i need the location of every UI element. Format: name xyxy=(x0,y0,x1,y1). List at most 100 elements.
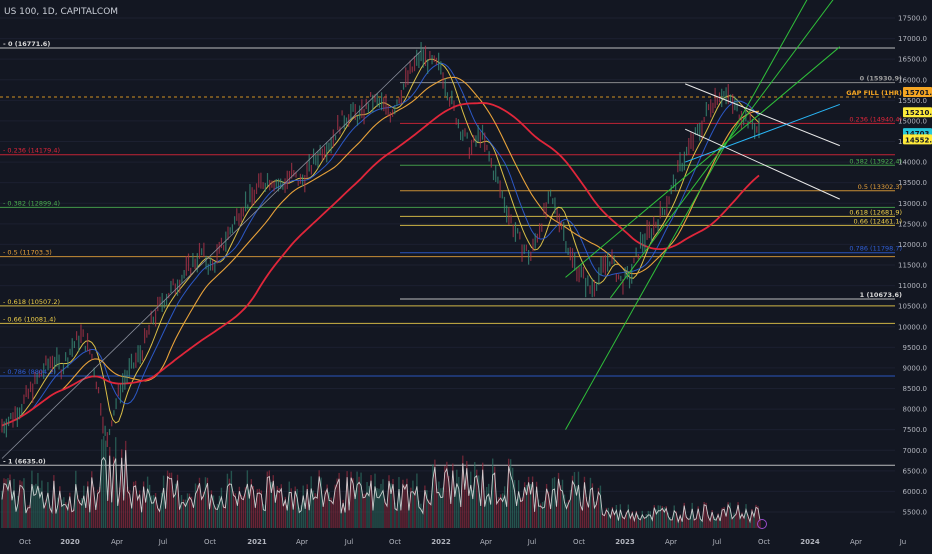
volume-bar xyxy=(559,485,562,528)
volume-bar xyxy=(627,504,630,528)
volume-bar xyxy=(374,473,376,528)
volume-bar xyxy=(757,506,759,528)
volume-bar xyxy=(751,509,753,528)
volume-bar xyxy=(749,519,751,528)
volume-bar xyxy=(336,478,338,528)
volume-bar xyxy=(581,508,584,528)
volume-bar xyxy=(464,485,466,528)
volume-bar xyxy=(184,499,187,528)
volume-bar xyxy=(643,517,646,528)
volume-bar xyxy=(629,517,632,528)
volume-bar xyxy=(272,475,274,528)
volume-bar xyxy=(97,489,99,528)
volume-bar xyxy=(240,494,243,528)
volume-bar xyxy=(597,487,600,528)
volume-bar xyxy=(549,506,552,528)
volume-bar xyxy=(378,488,380,528)
volume-bar xyxy=(402,479,404,528)
volume-bar xyxy=(144,499,147,528)
volume-bar xyxy=(118,487,121,528)
volume-bar xyxy=(649,511,651,528)
fib-level-label: - 0 (16771.6) xyxy=(3,40,50,48)
y-tick-label: 7500.0 xyxy=(903,426,928,434)
volume-bar xyxy=(83,485,85,528)
volume-bar xyxy=(198,477,201,528)
volume-bar xyxy=(681,519,683,528)
volume-bar xyxy=(25,508,27,528)
volume-bar xyxy=(753,513,755,528)
volume-bar xyxy=(103,435,105,528)
volume-bar xyxy=(639,518,642,528)
volume-bar xyxy=(172,493,175,528)
volume-bar xyxy=(717,513,719,528)
volume-bar xyxy=(492,458,494,528)
volume-bar xyxy=(31,470,33,528)
volume-bar xyxy=(210,490,213,528)
volume-bar xyxy=(322,504,324,528)
volume-bar xyxy=(280,484,282,528)
y-tick-label: 14000.0 xyxy=(898,159,927,167)
volume-bar xyxy=(511,467,514,528)
y-tick-label: 13500.0 xyxy=(898,179,927,187)
x-tick-label: Oct xyxy=(573,538,585,546)
ma-medium-line xyxy=(1,62,760,427)
y-tick-label: 11000.0 xyxy=(898,282,927,290)
volume-bar xyxy=(5,479,7,528)
volume-bar xyxy=(252,486,255,528)
volume-bar xyxy=(424,485,426,528)
volume-bar xyxy=(244,487,247,528)
volume-bar xyxy=(555,504,558,528)
volume-bar xyxy=(621,515,624,528)
volume-bar xyxy=(176,474,179,528)
volume-bar xyxy=(312,490,314,528)
volume-bar xyxy=(65,502,67,528)
volume-bar xyxy=(57,497,59,528)
volume-bar xyxy=(589,477,592,528)
volume-bar xyxy=(228,478,231,528)
volume-bar xyxy=(543,500,546,528)
volume-bar xyxy=(677,519,679,528)
volume-bar xyxy=(438,481,440,528)
volume-bar xyxy=(569,489,572,528)
volume-bar xyxy=(529,484,532,528)
volume-bar xyxy=(641,510,644,528)
volume-bar xyxy=(531,476,534,528)
volume-bar xyxy=(703,501,705,528)
volume-bar xyxy=(625,511,628,528)
volume-bar xyxy=(81,498,83,528)
x-tick-label: Apr xyxy=(111,538,123,546)
volume-bar xyxy=(470,471,472,528)
y-tick-label: 6500.0 xyxy=(903,467,928,475)
ma-200-line xyxy=(1,102,760,427)
flash-icon[interactable] xyxy=(757,519,767,529)
fib-level-label: 1 (10673.6) xyxy=(860,291,902,299)
volume-bar xyxy=(673,505,675,528)
volume-bar xyxy=(691,502,693,528)
volume-bar xyxy=(260,490,263,528)
volume-bar xyxy=(170,472,173,528)
volume-bar xyxy=(93,487,95,528)
ma-slow-line xyxy=(1,76,760,427)
volume-bar xyxy=(557,472,560,528)
volume-bar xyxy=(460,504,462,528)
volume-bar xyxy=(382,479,384,528)
volume-bar xyxy=(418,500,420,528)
volume-bar xyxy=(138,490,141,528)
volume-bar xyxy=(1,490,3,528)
volume-bar xyxy=(645,514,647,528)
volume-bar xyxy=(348,508,350,528)
volume-bar xyxy=(59,486,61,528)
fib-level-label: 0.786 (11798.7) xyxy=(849,245,902,253)
volume-bar xyxy=(310,476,312,528)
volume-bar xyxy=(160,492,163,528)
volume-bar xyxy=(436,488,438,528)
volume-bar xyxy=(501,493,504,528)
volume-bar xyxy=(406,478,408,528)
volume-bar xyxy=(346,471,348,528)
volume-bar xyxy=(234,493,237,528)
volume-bar xyxy=(450,500,452,528)
volume-bar xyxy=(238,486,241,528)
volume-bar xyxy=(683,502,685,528)
